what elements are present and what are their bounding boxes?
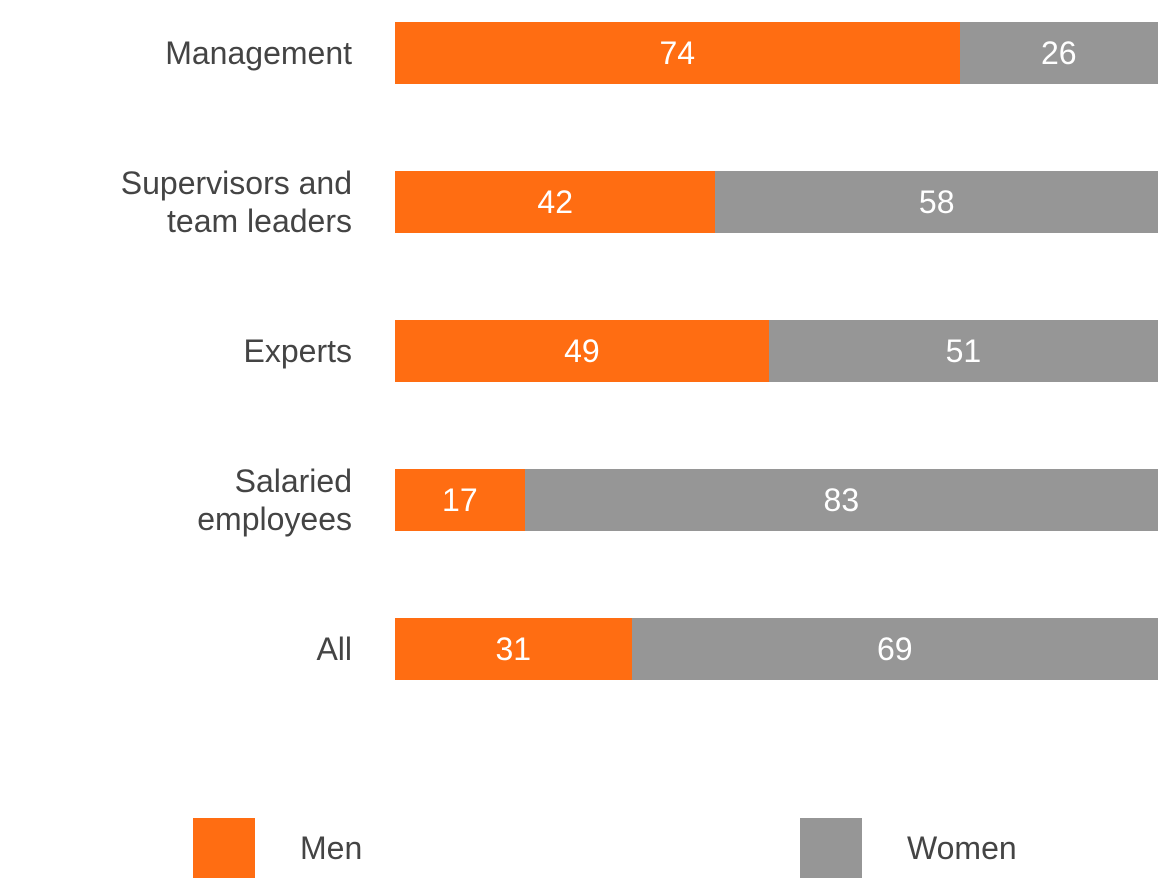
category-label: Supervisors and team leaders bbox=[120, 165, 352, 239]
category-label: Experts bbox=[243, 333, 352, 369]
value-label: 26 bbox=[1041, 34, 1077, 71]
bar-segment: 49 bbox=[395, 320, 769, 382]
bar-segment: 17 bbox=[395, 469, 525, 531]
bar-segment: 26 bbox=[959, 22, 1158, 84]
value-label: 49 bbox=[564, 332, 600, 369]
value-label: 31 bbox=[495, 630, 532, 667]
legend-swatch bbox=[193, 818, 255, 878]
bar-segment: 42 bbox=[395, 171, 716, 233]
value-label: 51 bbox=[945, 332, 982, 369]
bar-segment: 83 bbox=[524, 469, 1158, 531]
legend-swatch bbox=[800, 818, 862, 878]
category-label: All bbox=[316, 631, 352, 667]
value-label: 58 bbox=[918, 183, 955, 220]
value-label: 83 bbox=[823, 481, 860, 518]
legend-label: Men bbox=[300, 830, 363, 866]
bar-segment: 31 bbox=[395, 618, 632, 680]
value-label: 69 bbox=[876, 630, 913, 667]
category-label: Management bbox=[165, 35, 352, 71]
value-label: 17 bbox=[442, 481, 478, 518]
value-label: 42 bbox=[537, 183, 574, 220]
legend-label: Women bbox=[907, 830, 1017, 866]
bar-segment: 69 bbox=[631, 618, 1158, 680]
value-label: 74 bbox=[659, 34, 696, 71]
bar-segment: 74 bbox=[395, 22, 960, 84]
category-label: Salaried employees bbox=[197, 463, 352, 537]
bar-segment: 51 bbox=[768, 320, 1158, 382]
bar-segment: 58 bbox=[715, 171, 1158, 233]
